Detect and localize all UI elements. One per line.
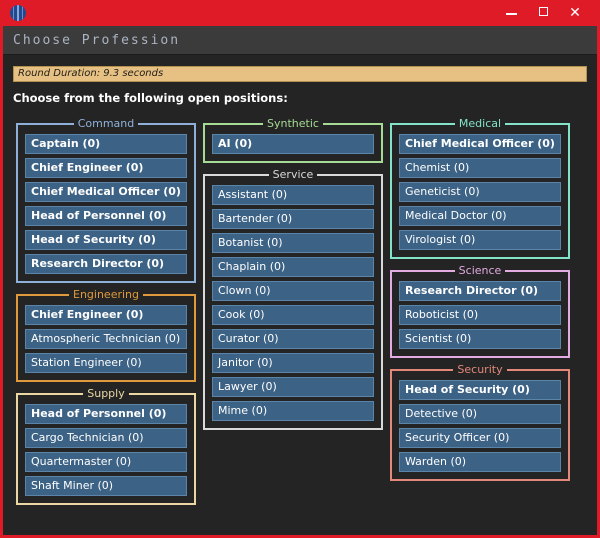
job-button-medical-medical-doctor[interactable]: Medical Doctor (0) <box>399 206 561 226</box>
job-column-1: Command Captain (0) Chief Engineer (0) Chie… <box>16 118 196 505</box>
group-supply: Supply Head of Personnel (0) Cargo Technic… <box>16 388 196 505</box>
job-button-security-head-of-security[interactable]: Head of Security (0) <box>399 380 561 400</box>
job-button-service-assistant[interactable]: Assistant (0) <box>212 185 374 205</box>
job-button-service-clown[interactable]: Clown (0) <box>212 281 374 301</box>
job-button-command-head-of-personnel[interactable]: Head of Personnel (0) <box>25 206 187 226</box>
app-globe-icon <box>10 5 26 21</box>
job-button-science-research-director[interactable]: Research Director (0) <box>399 281 561 301</box>
group-title-medical: Medical <box>455 118 505 130</box>
group-service: Service Assistant (0) Bartender (0) Botanis… <box>203 169 383 430</box>
prompt-text: Choose from the following open positions… <box>13 91 587 105</box>
job-button-service-curator[interactable]: Curator (0) <box>212 329 374 349</box>
group-title-command: Command <box>74 118 139 130</box>
job-button-service-cook[interactable]: Cook (0) <box>212 305 374 325</box>
job-button-security-warden[interactable]: Warden (0) <box>399 452 561 472</box>
job-button-command-chief-medical-officer[interactable]: Chief Medical Officer (0) <box>25 182 187 202</box>
window-header: Choose Profession <box>3 26 597 55</box>
group-science: Science Research Director (0) Roboticist (… <box>390 265 570 358</box>
group-title-science: Science <box>455 265 506 277</box>
minimize-icon <box>506 13 517 15</box>
maximize-button[interactable] <box>527 0 559 26</box>
group-title-synthetic: Synthetic <box>263 118 323 130</box>
job-button-engineering-chief-engineer[interactable]: Chief Engineer (0) <box>25 305 187 325</box>
job-button-science-scientist[interactable]: Scientist (0) <box>399 329 561 349</box>
group-title-supply: Supply <box>83 388 129 400</box>
job-button-science-roboticist[interactable]: Roboticist (0) <box>399 305 561 325</box>
round-duration-text: Round Duration: 9.3 seconds <box>18 68 163 79</box>
job-column-2: Synthetic AI (0) Service Assistant (0) Barte… <box>203 118 383 430</box>
job-button-security-security-officer[interactable]: Security Officer (0) <box>399 428 561 448</box>
job-button-medical-chief-medical-officer[interactable]: Chief Medical Officer (0) <box>399 134 561 154</box>
content-area: Round Duration: 9.3 seconds Choose from … <box>3 55 597 535</box>
job-button-medical-chemist[interactable]: Chemist (0) <box>399 158 561 178</box>
job-button-supply-head-of-personnel[interactable]: Head of Personnel (0) <box>25 404 187 424</box>
group-title-security: Security <box>453 364 506 376</box>
job-button-service-botanist[interactable]: Botanist (0) <box>212 233 374 253</box>
round-duration-banner: Round Duration: 9.3 seconds <box>13 66 587 82</box>
job-button-engineering-station-engineer[interactable]: Station Engineer (0) <box>25 353 187 373</box>
job-button-service-mime[interactable]: Mime (0) <box>212 401 374 421</box>
close-button[interactable]: ✕ <box>559 0 591 26</box>
job-button-command-research-director[interactable]: Research Director (0) <box>25 254 187 274</box>
group-title-engineering: Engineering <box>69 289 143 301</box>
group-engineering: Engineering Chief Engineer (0) Atmospheric… <box>16 289 196 382</box>
minimize-button[interactable] <box>495 0 527 26</box>
group-synthetic: Synthetic AI (0) <box>203 118 383 163</box>
job-button-service-chaplain[interactable]: Chaplain (0) <box>212 257 374 277</box>
job-button-security-detective[interactable]: Detective (0) <box>399 404 561 424</box>
job-button-supply-quartermaster[interactable]: Quartermaster (0) <box>25 452 187 472</box>
maximize-icon <box>539 7 548 16</box>
job-button-medical-virologist[interactable]: Virologist (0) <box>399 230 561 250</box>
job-button-supply-shaft-miner[interactable]: Shaft Miner (0) <box>25 476 187 496</box>
group-security: Security Head of Security (0) Detective (0… <box>390 364 570 481</box>
job-button-service-janitor[interactable]: Janitor (0) <box>212 353 374 373</box>
job-button-service-lawyer[interactable]: Lawyer (0) <box>212 377 374 397</box>
group-medical: Medical Chief Medical Officer (0) Chemist … <box>390 118 570 259</box>
job-column-3: Medical Chief Medical Officer (0) Chemist … <box>390 118 570 481</box>
titlebar: ✕ <box>0 0 600 26</box>
job-button-synthetic-ai[interactable]: AI (0) <box>212 134 374 154</box>
job-button-supply-cargo-technician[interactable]: Cargo Technician (0) <box>25 428 187 448</box>
group-title-service: Service <box>269 169 318 181</box>
job-button-command-captain[interactable]: Captain (0) <box>25 134 187 154</box>
close-icon: ✕ <box>569 5 581 21</box>
job-button-engineering-atmospheric-technician[interactable]: Atmospheric Technician (0) <box>25 329 187 349</box>
job-button-command-chief-engineer[interactable]: Chief Engineer (0) <box>25 158 187 178</box>
group-command: Command Captain (0) Chief Engineer (0) Chie… <box>16 118 196 283</box>
choose-profession-window: ✕ Choose Profession Round Duration: 9.3 … <box>0 0 600 538</box>
job-button-medical-geneticist[interactable]: Geneticist (0) <box>399 182 561 202</box>
job-button-service-bartender[interactable]: Bartender (0) <box>212 209 374 229</box>
job-columns: Command Captain (0) Chief Engineer (0) Chie… <box>13 118 587 505</box>
job-button-command-head-of-security[interactable]: Head of Security (0) <box>25 230 187 250</box>
window-title: Choose Profession <box>13 33 180 48</box>
